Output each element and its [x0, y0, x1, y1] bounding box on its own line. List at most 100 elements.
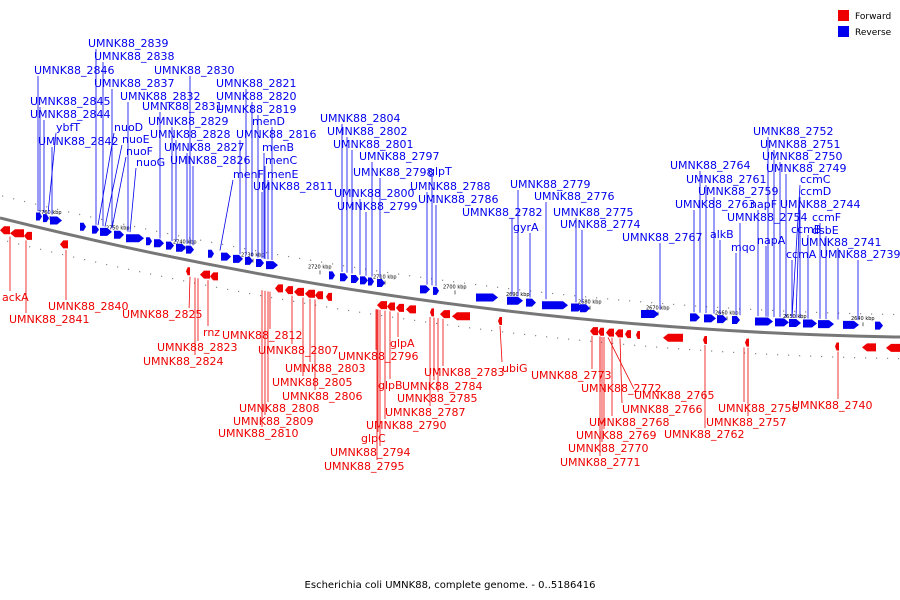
track-dot [530, 290, 532, 292]
track-dot [821, 355, 823, 358]
track-dot [717, 306, 719, 309]
track-dot [249, 292, 251, 295]
track-dot [684, 304, 686, 306]
forward-gene-label: glpC [361, 432, 386, 445]
track-dot [535, 335, 537, 337]
reverse-gene-label: UMNK88_2827 [164, 141, 244, 154]
track-dot [761, 309, 763, 311]
track-dot [95, 261, 97, 263]
scale-tick-label: 2720 kbp [308, 264, 332, 270]
forward-gene-arrow [636, 331, 640, 340]
forward-gene-label: UMNK88_2773 [531, 369, 611, 382]
forward-gene-label: UMNK88_2805 [272, 376, 352, 389]
forward-gene-label: UMNK88_2762 [664, 428, 744, 441]
forward-gene-label: UMNK88_2784 [402, 380, 482, 393]
forward-gene-label: UMNK88_2810 [218, 427, 298, 440]
forward-gene-label: UMNK88_2840 [48, 300, 128, 313]
forward-gene-arrow [326, 292, 332, 301]
track-dot [35, 203, 37, 205]
track-dot [84, 258, 86, 261]
reverse-gene-arrow [351, 275, 359, 284]
scale-tick-label: 2730 kbp [241, 253, 265, 259]
forward-gene-arrow [406, 305, 416, 314]
reverse-gene-label: menD [252, 115, 285, 128]
track-dot [172, 277, 174, 280]
track-dot [849, 312, 851, 315]
forward-gene-arrow [440, 310, 450, 319]
reverse-gene-label: napA [757, 234, 786, 247]
track-dot [128, 268, 130, 270]
track-dot [376, 270, 378, 272]
forward-gene-label: UMNK88_2787 [385, 406, 465, 419]
reverse-gene-label: ybfT [56, 121, 80, 134]
reverse-gene-arrow [368, 277, 374, 286]
reverse-gene-arrow [542, 301, 568, 310]
reverse-gene-label: UMNK88_2741 [801, 236, 881, 249]
reverse-gene-arrow [775, 318, 789, 327]
track-dot [882, 313, 884, 315]
track-dot [887, 357, 889, 359]
reverse-gene-arrow [843, 320, 859, 329]
track-dot [24, 200, 26, 203]
track-dot [513, 332, 515, 334]
track-dot [711, 350, 713, 352]
track-dot [359, 311, 361, 313]
forward-gene-label: UMNK88_2771 [560, 456, 640, 469]
forward-gene-label: UMNK88_2803 [285, 362, 365, 375]
forward-gene-arrow [294, 287, 304, 296]
reverse-gene-label: mqo [731, 241, 756, 254]
legend-forward-swatch [838, 10, 849, 21]
track-dot [282, 298, 284, 301]
reverse-gene-label: UMNK88_2776 [534, 190, 614, 203]
track-dot [469, 327, 471, 329]
track-dot [321, 261, 323, 263]
forward-leader-line [188, 276, 191, 309]
track-dot [497, 286, 499, 288]
forward-gene-label: UMNK88_2769 [576, 429, 656, 442]
track-dot [134, 226, 136, 228]
reverse-gene-label: UMNK88_2767 [622, 231, 702, 244]
scale-tick-label: 2740 kbp [173, 240, 197, 246]
track-dot [744, 352, 746, 354]
reverse-gene-arrow [717, 315, 727, 324]
scale-tick-label: 2760 kbp [38, 210, 62, 216]
reverse-gene-label: UMNK88_2839 [88, 37, 168, 50]
track-dot [612, 342, 614, 344]
reverse-gene-label: UMNK88_2749 [766, 162, 846, 175]
reverse-gene-arrow [789, 318, 801, 327]
track-dot [772, 309, 774, 312]
reverse-gene-label: UMNK88_2764 [670, 159, 750, 172]
forward-leader-line [499, 326, 503, 363]
track-dot [2, 195, 4, 197]
track-dot [502, 331, 504, 333]
track-dot [112, 221, 114, 223]
forward-gene-label: UMNK88_2794 [330, 446, 410, 459]
track-dot [18, 243, 20, 245]
track-dot [40, 248, 42, 250]
track-dot [766, 353, 768, 355]
legend-reverse-swatch [838, 26, 849, 37]
track-dot [7, 240, 9, 242]
reverse-gene-label: UMNK88_2759 [698, 185, 778, 198]
reverse-gene-arrow [580, 304, 590, 313]
reverse-gene-arrow [732, 315, 740, 324]
track-dot [673, 303, 675, 305]
track-dot [150, 273, 152, 275]
reverse-gene-label: gyrA [513, 221, 539, 234]
reverse-gene-arrow [245, 256, 253, 265]
track-dot [893, 313, 895, 316]
track-dot [480, 328, 482, 330]
track-dot [447, 324, 449, 326]
track-dot [299, 257, 301, 260]
track-dot [634, 344, 636, 346]
reverse-gene-label: nuoG [136, 156, 165, 169]
reverse-leader-line [111, 156, 127, 229]
track-dot [68, 211, 70, 213]
reverse-gene-label: alkB [710, 228, 734, 241]
reverse-gene-label: UMNK88_2842 [38, 135, 118, 148]
track-dot [337, 308, 339, 310]
reverse-gene-arrow [803, 319, 817, 328]
track-dot [519, 289, 521, 291]
